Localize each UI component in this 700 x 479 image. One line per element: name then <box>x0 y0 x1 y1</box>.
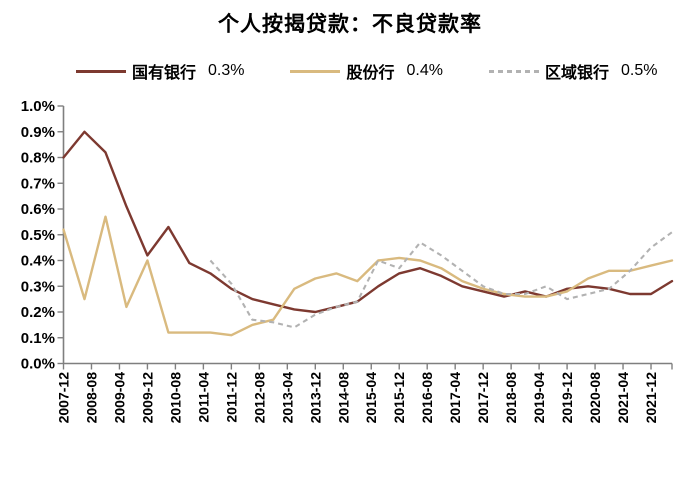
x-tick-label: 2020-08 <box>587 372 603 424</box>
legend-value: 0.4% <box>406 62 443 79</box>
x-tick-label: 2019-04 <box>531 372 547 424</box>
legend-line-swatch-dashed-gray <box>488 69 539 73</box>
x-tick-label: 2017-12 <box>475 372 491 424</box>
x-tick-label: 2019-12 <box>559 372 575 424</box>
x-tick-label: 2012-08 <box>251 372 267 424</box>
legend-value: 0.5% <box>620 62 658 79</box>
y-tick-label: 0.3% <box>21 278 55 295</box>
legend-item-joint-stock-banks: 股份行 0.4% <box>290 59 443 83</box>
y-tick-label: 0.7% <box>21 175 55 192</box>
x-tick-label: 2014-08 <box>335 372 351 424</box>
chart-title: 个人按揭贷款：不良贷款率 <box>218 13 482 36</box>
x-tick-label: 2015-12 <box>391 372 407 424</box>
y-tick-label: 1.0% <box>21 98 55 115</box>
x-tick-label: 2013-04 <box>279 372 295 424</box>
x-tick-label: 2010-08 <box>167 372 183 424</box>
x-tick-label: 2021-04 <box>615 372 631 424</box>
legend: 国有银行 0.3% 股份行 0.4% 区域银行 0.5% <box>76 59 658 83</box>
y-tick-label: 0.5% <box>21 227 55 244</box>
series-line-1 <box>62 215 674 337</box>
y-tick-label: 0.0% <box>21 356 55 373</box>
x-tick-label: 2011-12 <box>223 372 239 423</box>
legend-line-swatch-solid-darkred <box>76 69 126 73</box>
y-tick-label: 0.1% <box>21 330 55 347</box>
x-tick-label: 2016-08 <box>419 372 435 424</box>
y-tick-label: 0.6% <box>21 201 55 218</box>
legend-label: 股份行 <box>346 65 395 82</box>
x-tick-label: 2015-04 <box>363 372 379 424</box>
legend-label: 国有银行 <box>132 65 197 82</box>
x-tick-label: 2011-04 <box>195 372 211 423</box>
legend-item-regional-banks: 区域银行 0.5% <box>488 59 658 83</box>
x-tick-label: 2021-12 <box>643 372 659 424</box>
x-tick-label: 2008-08 <box>83 372 99 424</box>
y-tick-label: 0.4% <box>21 253 55 270</box>
x-tick-label: 2009-04 <box>111 372 127 424</box>
y-tick-label: 0.8% <box>21 150 55 167</box>
series-line-2 <box>209 231 673 329</box>
x-tick-label: 2009-12 <box>139 372 155 424</box>
legend-item-state-owned-banks: 国有银行 0.3% <box>76 59 244 83</box>
legend-line-swatch-solid-tan <box>290 69 341 73</box>
x-tick-label: 2013-12 <box>307 372 323 424</box>
y-tick-label: 0.9% <box>21 124 55 141</box>
x-tick-label: 2007-12 <box>56 372 72 424</box>
legend-label: 区域银行 <box>544 65 609 82</box>
x-tick-label: 2017-04 <box>447 372 463 424</box>
x-tick-label: 2018-08 <box>503 372 519 424</box>
legend-value: 0.3% <box>208 62 245 79</box>
y-tick-label: 0.2% <box>21 304 55 321</box>
